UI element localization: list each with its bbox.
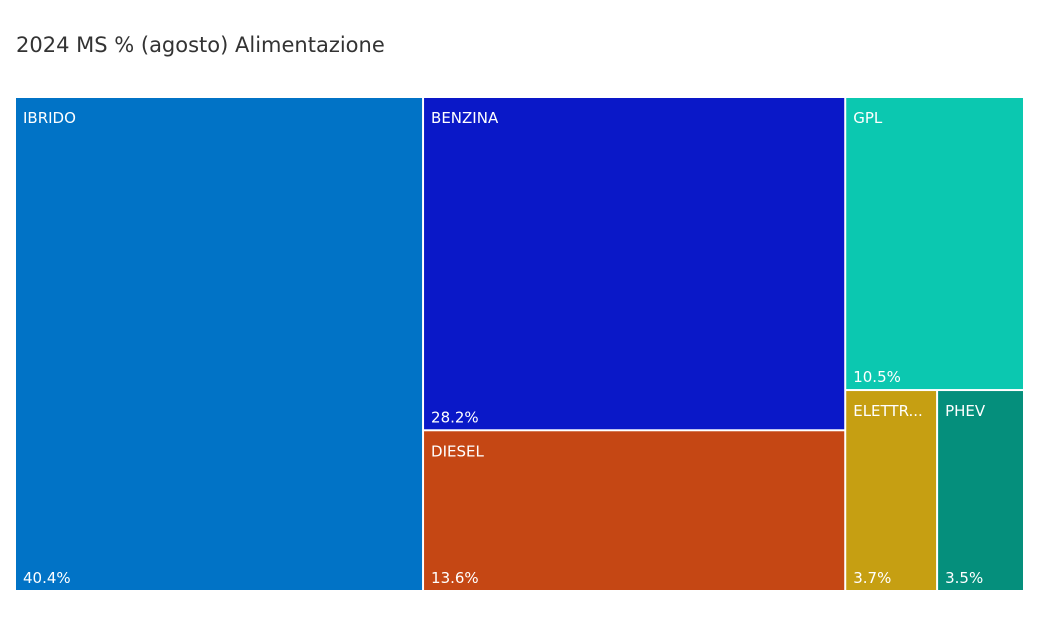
tile (846, 98, 1023, 390)
tile-label: DIESEL (431, 442, 484, 460)
value-label: 40.4% (23, 569, 71, 587)
tile-label: BENZINA (431, 109, 499, 127)
value-label: 10.5% (853, 368, 901, 386)
value-label: 3.7% (853, 569, 891, 587)
tile (424, 431, 845, 590)
tile (846, 391, 937, 590)
value-label: 13.6% (431, 569, 479, 587)
tile (16, 98, 423, 590)
tile (424, 98, 845, 430)
tile-label: ELETTR... (853, 402, 923, 420)
value-label: 28.2% (431, 408, 479, 426)
tile (938, 391, 1023, 590)
tile-label: GPL (853, 109, 883, 127)
value-label: 3.5% (945, 569, 983, 587)
tile-label: IBRIDO (23, 109, 76, 127)
tile-label: PHEV (945, 402, 986, 420)
chart-title: 2024 MS % (agosto) Alimentazione (16, 33, 385, 57)
